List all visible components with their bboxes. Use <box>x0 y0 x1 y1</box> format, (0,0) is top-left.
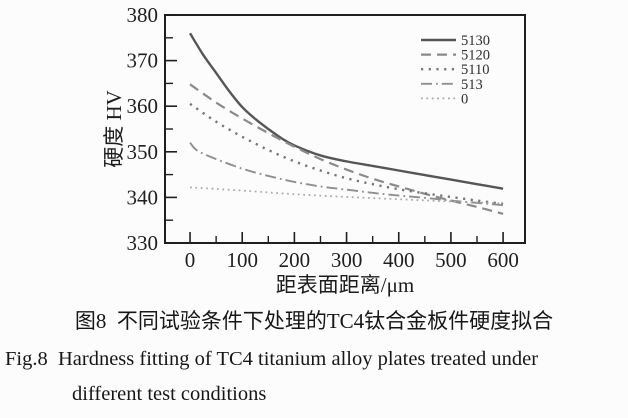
caption-english-line1: Fig.8 Hardness fitting of TC4 titanium a… <box>5 348 539 370</box>
series-line-0 <box>189 186 504 205</box>
series-line-5130 <box>189 32 504 190</box>
y-tick-label: 360 <box>127 94 159 118</box>
y-axis-label: 硬度 HV <box>102 90 126 168</box>
x-axis-label: 距表面距离/μm <box>275 273 415 297</box>
y-tick-label: 370 <box>127 49 159 73</box>
legend-label-513: 513 <box>461 77 483 93</box>
x-tick-label: 500 <box>435 248 467 272</box>
series-line-5110 <box>189 102 504 205</box>
y-tick-label: 350 <box>127 140 159 164</box>
x-tick-label: 0 <box>185 248 196 272</box>
x-tick-label: 200 <box>279 248 311 272</box>
series-line-513 <box>189 142 504 207</box>
legend-label-5130: 5130 <box>461 33 490 49</box>
legend-label-0: 0 <box>461 91 468 107</box>
caption-chinese: 图8 不同试验条件下处理的TC4钛合金板件硬度拟合 <box>74 309 554 333</box>
hardness-chart: 0 100 200 300 400 500 600 330 340 350 360 370 380 513… <box>102 3 526 297</box>
x-tick-label: 400 <box>383 248 415 272</box>
legend-label-5120: 5120 <box>461 48 490 64</box>
series-line-5120 <box>189 83 504 215</box>
plot-frame <box>164 14 526 244</box>
x-tick-label: 100 <box>226 248 258 272</box>
y-tick-label: 330 <box>127 231 159 255</box>
legend-label-5110: 5110 <box>461 62 489 78</box>
x-tick-label: 300 <box>331 248 363 272</box>
chart-canvas: 0 100 200 300 400 500 600 330 340 350 360 370 380 513… <box>127 3 526 272</box>
y-tick-label: 340 <box>127 185 159 209</box>
x-tick-label: 600 <box>487 248 519 272</box>
y-tick-label: 380 <box>127 3 159 27</box>
caption-english-line2: different test conditions <box>72 383 267 405</box>
